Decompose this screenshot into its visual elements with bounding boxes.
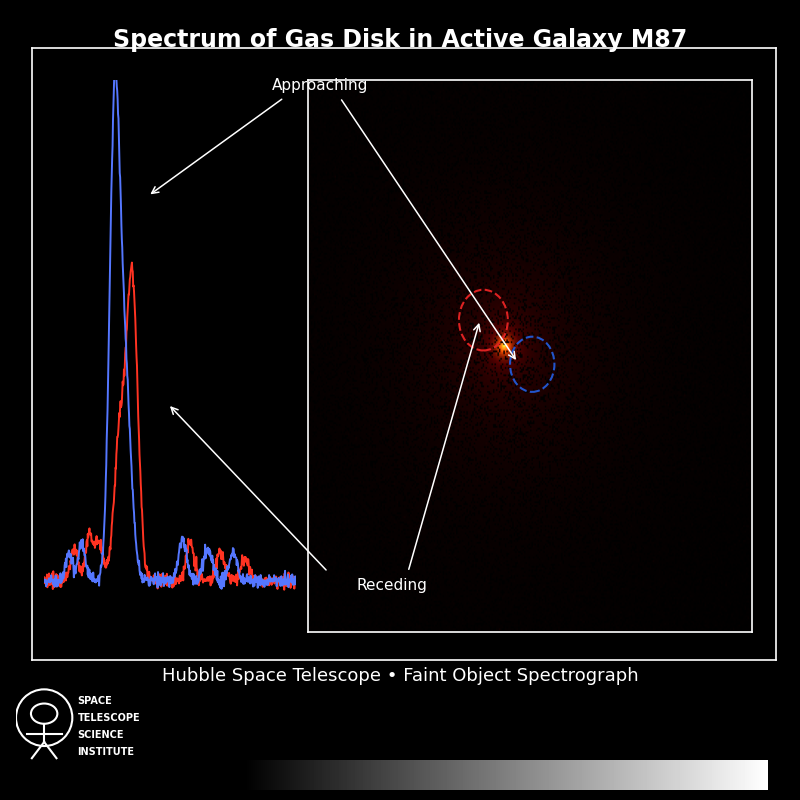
Text: TELESCOPE: TELESCOPE xyxy=(78,713,140,723)
Text: SPACE: SPACE xyxy=(78,696,112,706)
Text: Spectrum of Gas Disk in Active Galaxy M87: Spectrum of Gas Disk in Active Galaxy M8… xyxy=(113,28,687,52)
Text: SCIENCE: SCIENCE xyxy=(78,730,124,740)
Text: INSTITUTE: INSTITUTE xyxy=(78,746,134,757)
Text: Receding: Receding xyxy=(357,578,427,593)
Text: Hubble Space Telescope • Faint Object Spectrograph: Hubble Space Telescope • Faint Object Sp… xyxy=(162,667,638,685)
Text: Approaching: Approaching xyxy=(272,78,368,93)
